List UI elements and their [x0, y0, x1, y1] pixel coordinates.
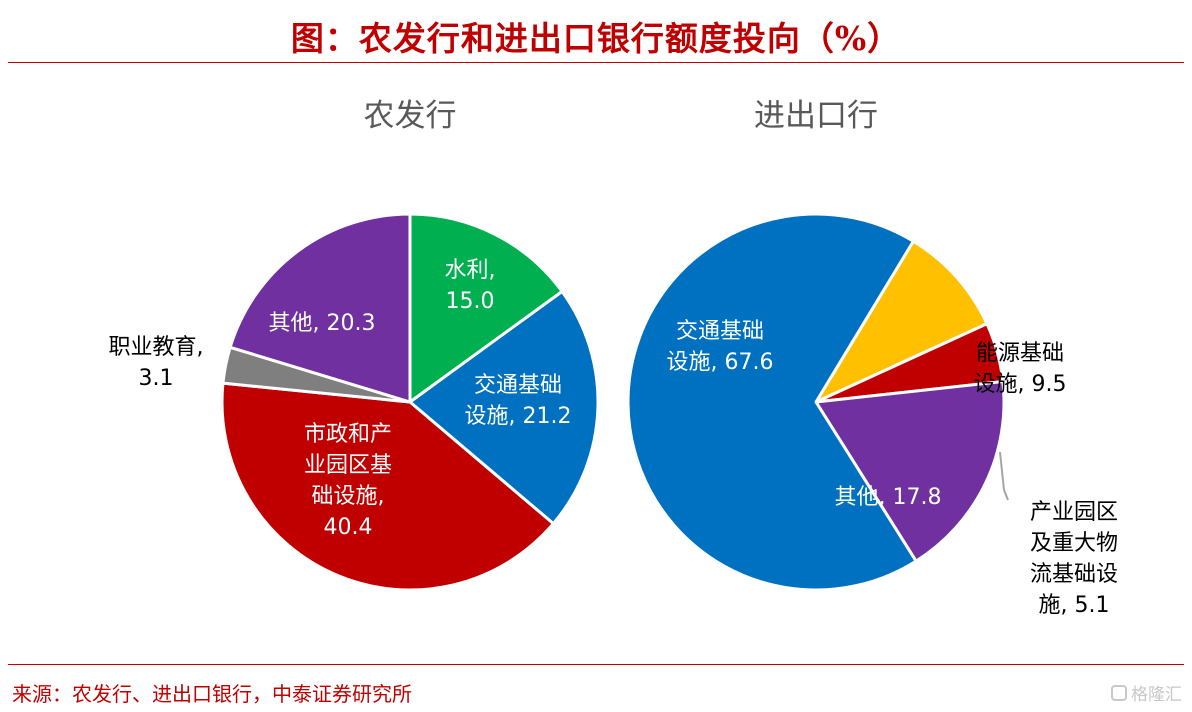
watermark: 格隆汇 [1111, 680, 1182, 705]
pie-title-1: 农发行 [364, 98, 457, 134]
pie-1-data-label-4: 职业教育, 3.1 [109, 335, 204, 391]
pie-title-2: 进出口行 [754, 98, 878, 134]
top-divider [8, 62, 1184, 63]
pie-1-slice-5 [228, 212, 412, 404]
pie-2-data-label-1: 能源基础设施, 9.5 [974, 341, 1067, 397]
source-note: 来源：农发行、进出口银行，中泰证券研究所 [12, 682, 412, 706]
page-title: 图：农发行和进出口银行额度投向（%） [290, 19, 902, 58]
leader-line [999, 451, 1009, 501]
pie-2-slice-4 [626, 212, 918, 592]
pie-1-slice-3 [220, 381, 555, 592]
pie-1-slice-2 [408, 290, 600, 526]
watermark-text: 格隆汇 [1131, 685, 1182, 705]
pie-2-slice-3 [814, 380, 1006, 563]
pie-1-data-label-5: 其他, 20.3 [269, 311, 376, 336]
pie-2-data-label-4: 交通基础设施, 67.6 [667, 319, 774, 375]
pie-1-data-label-2: 交通基础设施, 21.2 [465, 373, 572, 429]
bottom-divider [8, 664, 1184, 665]
pie-1-data-label-1: 水利, 15.0 [445, 258, 496, 314]
pie-2-slice-1 [814, 239, 989, 404]
pie-1-slice-1 [408, 212, 564, 404]
pie-2-data-label-3: 其他, 17.8 [835, 485, 942, 510]
pie-1-data-label-3: 市政和产业园区基础设施, 40.4 [304, 422, 392, 540]
watermark-logo-icon [1111, 684, 1127, 701]
pie-2-data-label-2: 产业园区及重大物流基础设施, 5.1 [1030, 500, 1118, 618]
